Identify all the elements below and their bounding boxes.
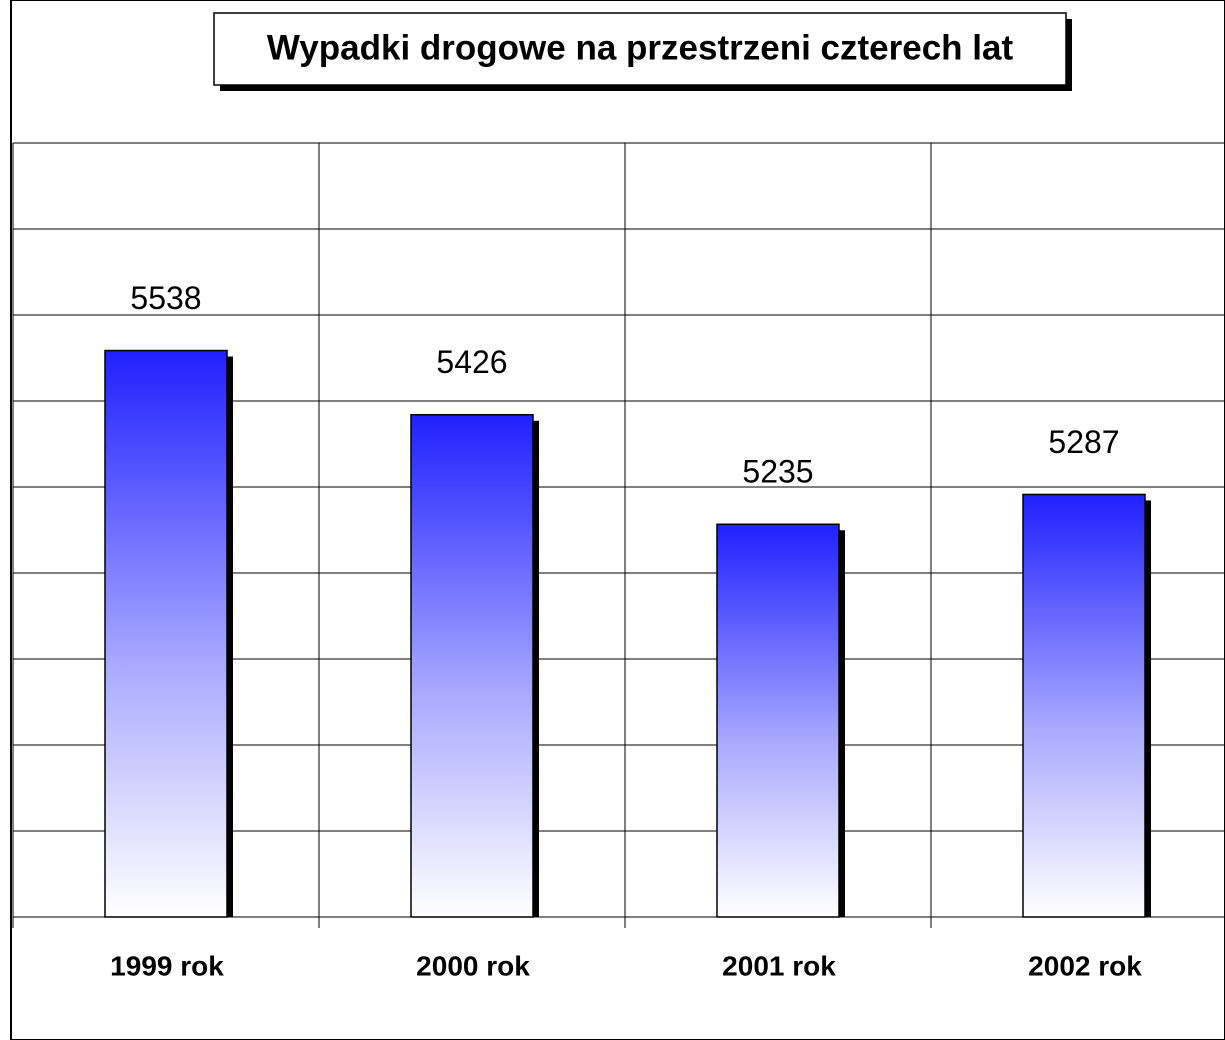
- x-tick-label: 2000 rok: [416, 950, 530, 981]
- bar: [1022, 493, 1146, 918]
- bar: [716, 523, 840, 918]
- frame: [10, 0, 1225, 1040]
- value-label: 5426: [436, 344, 507, 380]
- value-label: 5538: [130, 280, 201, 316]
- x-tick-label: 1999 rok: [110, 950, 224, 981]
- x-tick-label: 2001 rok: [722, 950, 836, 981]
- bar: [410, 414, 534, 918]
- chart-title: Wypadki drogowe na przestrzeni czterech …: [267, 28, 1014, 67]
- value-label: 5235: [742, 454, 813, 490]
- value-label: 5287: [1048, 424, 1119, 460]
- bar: [104, 349, 228, 918]
- x-tick-label: 2002 rok: [1028, 950, 1142, 981]
- title-box: [213, 12, 1067, 86]
